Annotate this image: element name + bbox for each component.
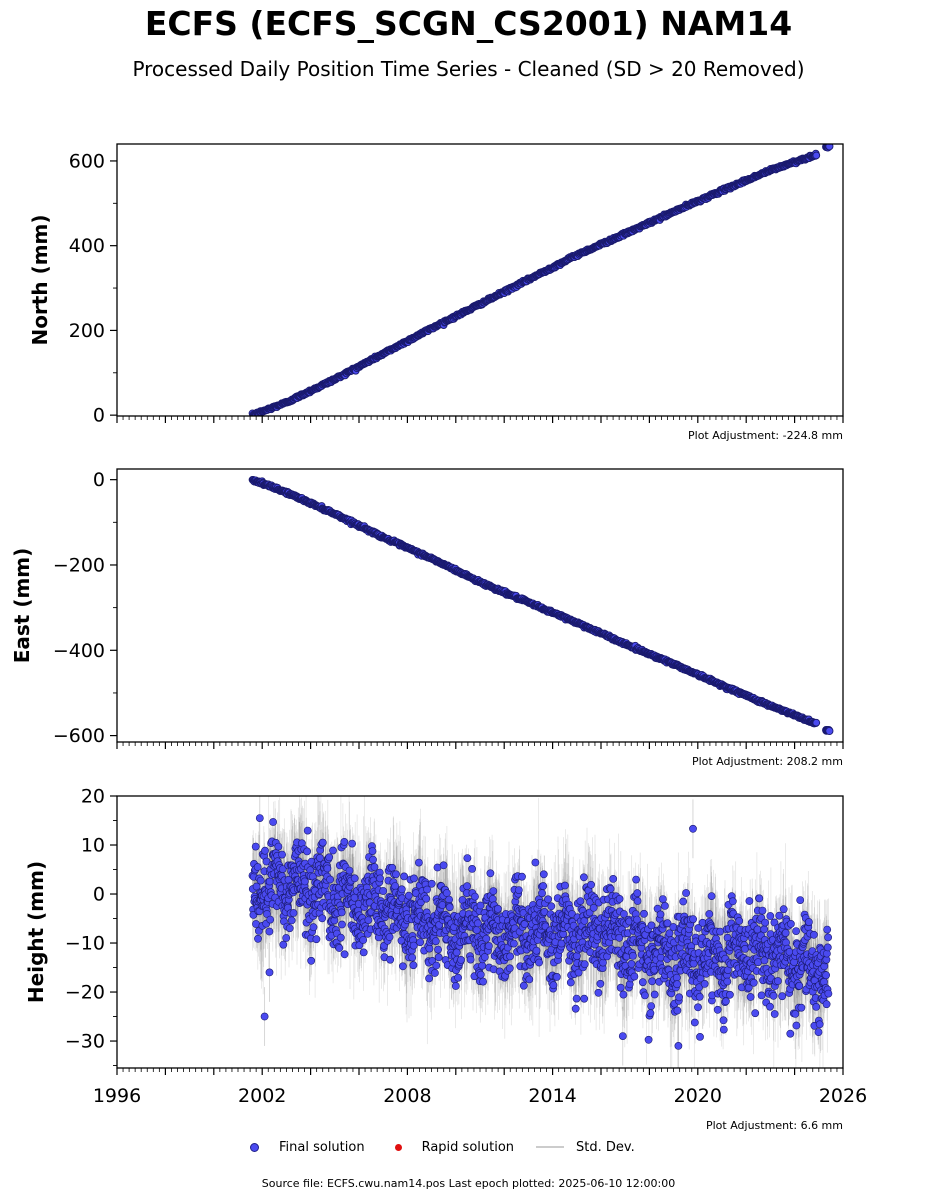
y-tick-label: 0	[93, 469, 105, 491]
y-tick-label: 400	[69, 235, 105, 257]
axes-frame	[116, 468, 844, 743]
data-points	[248, 144, 834, 416]
panel-1: 0 200 400 600 North (mm) Plot Adjustment: -22…	[28, 143, 844, 442]
x-ticks	[116, 416, 844, 423]
y-tick-label: 0	[93, 405, 105, 427]
y-axis-label: East (mm)	[10, 548, 34, 664]
plot-area-3	[248, 796, 833, 1068]
data-point	[825, 144, 834, 151]
chart-title: ECFS (ECFS_SCGN_CS2001) NAM14	[144, 4, 793, 43]
plot-adjustment-label: Plot Adjustment: 208.2 mm	[692, 755, 843, 768]
y-axis-label: North (mm)	[28, 214, 52, 345]
data-point	[812, 151, 821, 160]
data-point	[812, 718, 821, 727]
y-tick-label: 200	[69, 320, 105, 342]
y-ticks: 0 200 400 600	[69, 150, 117, 427]
panel-2: 0 −200 −400 −600 East (mm) Plot Adjustment: 2…	[10, 468, 844, 768]
y-tick-label: −400	[53, 640, 105, 662]
y-tick-label: 600	[69, 150, 105, 172]
plot-adjustment-label: Plot Adjustment: -224.8 mm	[688, 429, 843, 442]
plot-area-2	[248, 475, 834, 736]
y-tick-label: −200	[53, 554, 105, 576]
data-point	[825, 726, 834, 736]
y-tick-label: −600	[53, 725, 105, 747]
data-points	[248, 475, 834, 736]
y-ticks: 0 −200 −400 −600	[53, 469, 117, 747]
x-ticks	[116, 742, 844, 749]
plot-area-1	[248, 144, 834, 416]
chart-subtitle: Processed Daily Position Time Series - C…	[132, 57, 805, 81]
